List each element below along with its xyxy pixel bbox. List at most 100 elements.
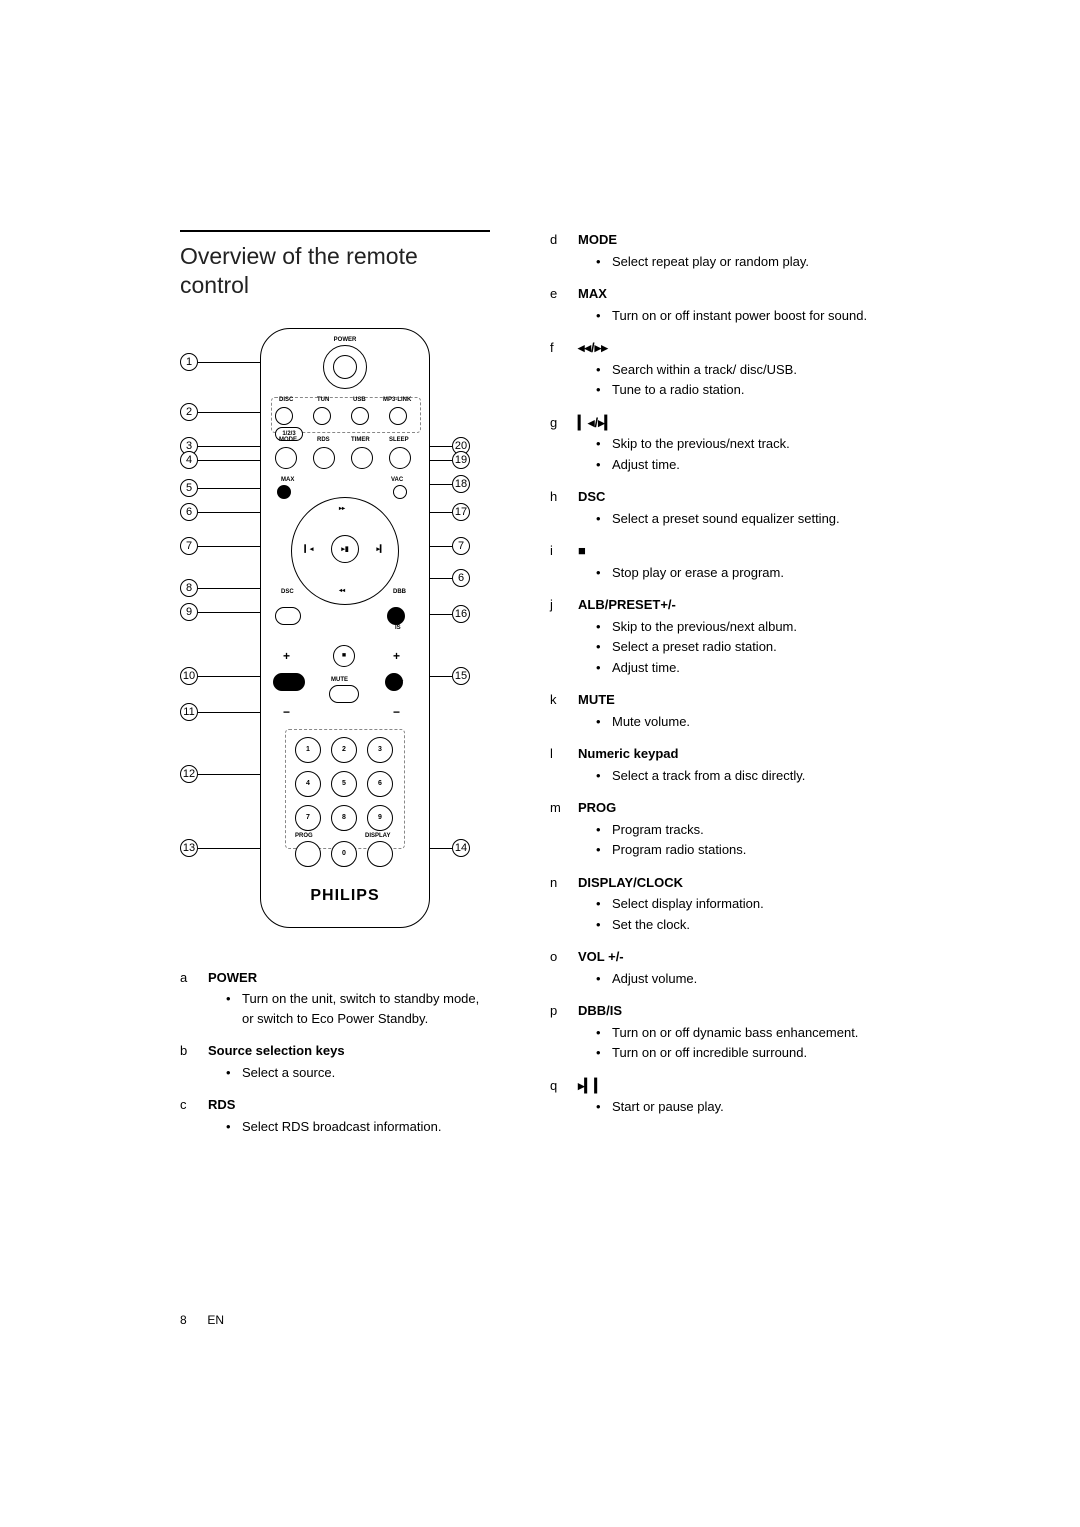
bullet: Select repeat play or random play. <box>596 252 900 272</box>
mode-btn <box>275 447 297 469</box>
timer-btn <box>351 447 373 469</box>
bullet-text: Adjust time. <box>612 455 680 475</box>
list-item-g: g▎◂/▸▎Skip to the previous/next track.Ad… <box>550 413 900 476</box>
bullet: Adjust volume. <box>596 969 900 989</box>
callout-9: 9 <box>180 603 198 621</box>
document-page: Overview of the remote control POWER DIS… <box>0 0 1080 1209</box>
bullet-text: Mute volume. <box>612 712 690 732</box>
list-item-a: aPOWERTurn on the unit, switch to standb… <box>180 968 490 1030</box>
callout-2: 2 <box>180 403 198 421</box>
vac-l: VAC <box>391 477 403 483</box>
mode-l: MODE <box>279 437 297 443</box>
key-2: 2 <box>331 737 357 763</box>
bullet: Select display information. <box>596 894 900 914</box>
usb-btn <box>351 407 369 425</box>
callout-6: 6 <box>180 503 198 521</box>
list-item-j: jALB/PRESET+/-Skip to the previous/next … <box>550 595 900 678</box>
item-body: ▎◂/▸▎Skip to the previous/next track.Adj… <box>578 413 900 476</box>
item-body: PROGProgram tracks.Program radio station… <box>578 798 900 861</box>
item-bullets: Mute volume. <box>578 712 900 732</box>
item-bullets: Search within a track/ disc/USB.Tune to … <box>578 360 900 400</box>
callout-line <box>430 446 452 447</box>
max-btn <box>277 485 291 499</box>
bullet-text: Select a track from a disc directly. <box>612 766 805 786</box>
bullet-text: Start or pause play. <box>612 1097 724 1117</box>
src-tun: TUN <box>317 397 329 403</box>
callout-11: 11 <box>180 703 198 721</box>
bullet-text: Search within a track/ disc/USB. <box>612 360 797 380</box>
bullet-text: Skip to the previous/next album. <box>612 617 797 637</box>
item-heading: DBB/IS <box>578 1001 900 1021</box>
prog-btn <box>295 841 321 867</box>
callout-line <box>198 848 260 849</box>
items-right: dMODESelect repeat play or random play.e… <box>550 230 900 1118</box>
list-item-i: i■Stop play or erase a program. <box>550 541 900 583</box>
callout-14: 14 <box>452 839 470 857</box>
item-letter: j <box>550 595 578 678</box>
item-bullets: Turn on the unit, switch to standby mode… <box>208 989 490 1028</box>
key-7: 7 <box>295 805 321 831</box>
callout-line <box>198 588 260 589</box>
item-letter: i <box>550 541 578 583</box>
bullet: Turn on or off instant power boost for s… <box>596 306 900 326</box>
bullet: Set the clock. <box>596 915 900 935</box>
callout-line <box>198 612 260 613</box>
item-body: DBB/ISTurn on or off dynamic bass enhanc… <box>578 1001 900 1064</box>
dbb-l: DBB <box>393 589 406 595</box>
item-heading: VOL +/- <box>578 947 900 967</box>
philips-logo: PHILIPS <box>261 887 429 905</box>
callout-line <box>198 712 260 713</box>
callout-line <box>198 546 260 547</box>
bullet-text: Select a preset radio station. <box>612 637 777 657</box>
bullet-text: Turn on or off instant power boost for s… <box>612 306 867 326</box>
callout-10: 10 <box>180 667 198 685</box>
key-3: 3 <box>367 737 393 763</box>
key-6: 6 <box>367 771 393 797</box>
stop-btn: ■ <box>333 645 355 667</box>
src-mp3: MP3-LINK <box>383 397 411 403</box>
bullet: Adjust time. <box>596 455 900 475</box>
item-bullets: Turn on or off dynamic bass enhancement.… <box>578 1023 900 1063</box>
item-letter: q <box>550 1076 578 1118</box>
callout-line <box>198 512 260 513</box>
bullet-text: Adjust volume. <box>612 969 697 989</box>
key-0: 0 <box>331 841 357 867</box>
remote-diagram: POWER DISC TUN USB MP3-LINK 1/2/3 MODE R… <box>180 328 490 938</box>
callout-line <box>198 774 260 775</box>
bullet: Turn on or off incredible surround. <box>596 1043 900 1063</box>
callout-line <box>430 484 452 485</box>
item-heading: RDS <box>208 1095 490 1115</box>
item-bullets: Turn on or off instant power boost for s… <box>578 306 900 326</box>
callout-13: 13 <box>180 839 198 857</box>
item-bullets: Skip to the previous/next track.Adjust t… <box>578 434 900 474</box>
item-heading: Numeric keypad <box>578 744 900 764</box>
item-heading: MAX <box>578 284 900 304</box>
item-body: MAXTurn on or off instant power boost fo… <box>578 284 900 326</box>
item-heading: ALB/PRESET+/- <box>578 595 900 615</box>
item-body: Source selection keysSelect a source. <box>208 1041 490 1083</box>
list-item-p: pDBB/ISTurn on or off dynamic bass enhan… <box>550 1001 900 1064</box>
bullet-text: Stop play or erase a program. <box>612 563 784 583</box>
bullet-text: Turn on or off incredible surround. <box>612 1043 807 1063</box>
vac-btn <box>393 485 407 499</box>
bullet-text: Program radio stations. <box>612 840 746 860</box>
item-letter: a <box>180 968 208 1030</box>
item-letter: b <box>180 1041 208 1083</box>
bullet: Skip to the previous/next track. <box>596 434 900 454</box>
callout-5: 5 <box>180 479 198 497</box>
item-letter: n <box>550 873 578 936</box>
key-4: 4 <box>295 771 321 797</box>
bullet-text: Turn on the unit, switch to standby mode… <box>242 989 490 1028</box>
item-bullets: Select RDS broadcast information. <box>208 1117 490 1137</box>
max-l: MAX <box>281 477 294 483</box>
item-bullets: Select a track from a disc directly. <box>578 766 900 786</box>
clock-btn <box>367 841 393 867</box>
callout-1: 1 <box>180 353 198 371</box>
is-l: IS <box>395 625 401 631</box>
item-bullets: Select display information.Set the clock… <box>578 894 900 934</box>
bullet-text: Select a preset sound equalizer setting. <box>612 509 840 529</box>
vol-btn <box>385 673 403 691</box>
power-label: POWER <box>261 337 429 343</box>
callout-12: 12 <box>180 765 198 783</box>
bullet: Select a preset sound equalizer setting. <box>596 509 900 529</box>
